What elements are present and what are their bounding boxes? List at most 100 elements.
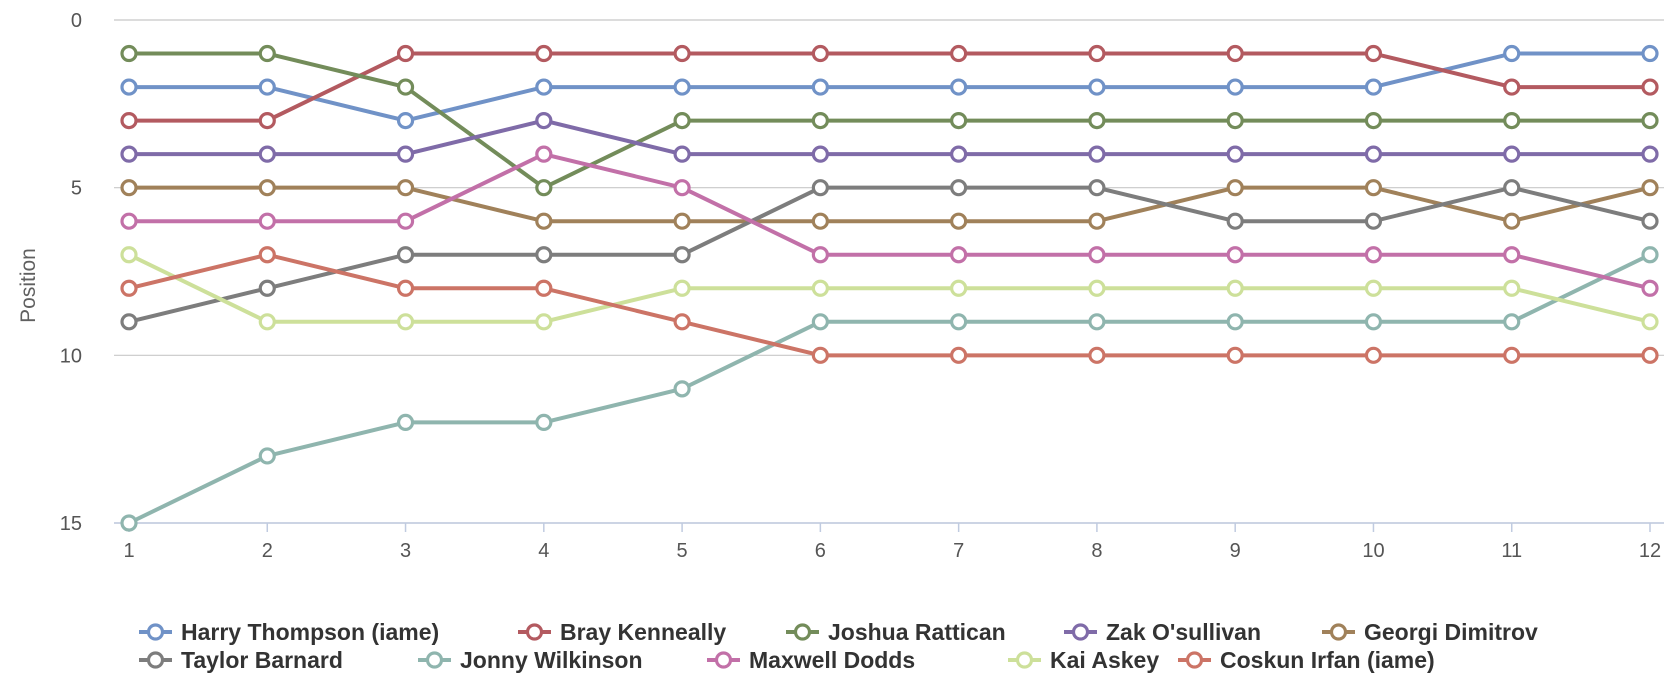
data-point[interactable] bbox=[811, 44, 829, 63]
data-point[interactable] bbox=[258, 111, 276, 130]
data-point[interactable] bbox=[535, 111, 553, 130]
data-point[interactable] bbox=[950, 145, 968, 163]
data-point[interactable] bbox=[1226, 212, 1244, 230]
data-point[interactable] bbox=[1226, 313, 1244, 331]
data-point[interactable] bbox=[1641, 179, 1659, 197]
data-point[interactable] bbox=[1641, 111, 1659, 130]
data-point[interactable] bbox=[535, 44, 553, 63]
data-point[interactable] bbox=[1364, 179, 1383, 197]
data-point[interactable] bbox=[1503, 346, 1521, 364]
data-point[interactable] bbox=[1088, 78, 1106, 96]
data-point[interactable] bbox=[1503, 44, 1521, 63]
data-point[interactable] bbox=[673, 246, 691, 264]
data-point[interactable] bbox=[535, 212, 553, 230]
data-point[interactable] bbox=[950, 111, 968, 130]
data-point[interactable] bbox=[1364, 212, 1383, 230]
data-point[interactable] bbox=[673, 78, 691, 96]
data-point[interactable] bbox=[1503, 313, 1521, 331]
data-point[interactable] bbox=[1088, 179, 1106, 197]
data-point[interactable] bbox=[1641, 78, 1659, 96]
legend-item[interactable]: Harry Thompson (iame) bbox=[139, 619, 439, 645]
legend-item[interactable]: Bray Kenneally bbox=[518, 619, 726, 645]
data-point[interactable] bbox=[120, 313, 138, 331]
data-point[interactable] bbox=[1088, 44, 1106, 63]
data-point[interactable] bbox=[673, 212, 691, 230]
data-point[interactable] bbox=[1088, 111, 1106, 130]
legend-item[interactable]: Taylor Barnard bbox=[139, 647, 343, 673]
data-point[interactable] bbox=[1364, 313, 1383, 331]
data-point[interactable] bbox=[1503, 78, 1521, 96]
data-point[interactable] bbox=[535, 145, 553, 163]
data-point[interactable] bbox=[1503, 279, 1521, 297]
data-point[interactable] bbox=[1503, 212, 1521, 230]
data-point[interactable] bbox=[950, 212, 968, 230]
data-point[interactable] bbox=[673, 44, 691, 63]
data-point[interactable] bbox=[1364, 145, 1383, 163]
data-point[interactable] bbox=[1088, 346, 1106, 364]
data-point[interactable] bbox=[396, 111, 415, 130]
data-point[interactable] bbox=[950, 279, 968, 297]
data-point[interactable] bbox=[811, 179, 829, 197]
data-point[interactable] bbox=[1088, 145, 1106, 163]
data-point[interactable] bbox=[1226, 111, 1244, 130]
data-point[interactable] bbox=[1364, 44, 1383, 63]
data-point[interactable] bbox=[1226, 346, 1244, 364]
data-point[interactable] bbox=[535, 179, 553, 197]
data-point[interactable] bbox=[673, 145, 691, 163]
data-point[interactable] bbox=[396, 78, 415, 96]
data-point[interactable] bbox=[950, 78, 968, 96]
data-point[interactable] bbox=[396, 413, 415, 431]
data-point[interactable] bbox=[1641, 44, 1659, 63]
data-point[interactable] bbox=[120, 78, 138, 96]
data-point[interactable] bbox=[535, 313, 553, 331]
legend-item[interactable]: Kai Askey bbox=[1008, 647, 1159, 673]
data-point[interactable] bbox=[120, 111, 138, 130]
data-point[interactable] bbox=[535, 246, 553, 264]
data-point[interactable] bbox=[120, 179, 138, 197]
data-point[interactable] bbox=[258, 279, 276, 297]
data-point[interactable] bbox=[1226, 78, 1244, 96]
data-point[interactable] bbox=[1364, 78, 1383, 96]
data-point[interactable] bbox=[120, 514, 138, 532]
data-point[interactable] bbox=[811, 346, 829, 364]
data-point[interactable] bbox=[1641, 279, 1659, 297]
data-point[interactable] bbox=[1088, 246, 1106, 264]
data-point[interactable] bbox=[120, 279, 138, 297]
data-point[interactable] bbox=[396, 313, 415, 331]
data-point[interactable] bbox=[396, 44, 415, 63]
data-point[interactable] bbox=[258, 212, 276, 230]
data-point[interactable] bbox=[258, 313, 276, 331]
data-point[interactable] bbox=[1503, 179, 1521, 197]
data-point[interactable] bbox=[811, 145, 829, 163]
legend-item[interactable]: Zak O'sullivan bbox=[1064, 619, 1261, 645]
data-point[interactable] bbox=[1503, 246, 1521, 264]
data-point[interactable] bbox=[811, 246, 829, 264]
data-point[interactable] bbox=[535, 413, 553, 431]
data-point[interactable] bbox=[535, 279, 553, 297]
data-point[interactable] bbox=[673, 179, 691, 197]
data-point[interactable] bbox=[258, 44, 276, 63]
data-point[interactable] bbox=[258, 246, 276, 264]
data-point[interactable] bbox=[120, 44, 138, 63]
data-point[interactable] bbox=[811, 78, 829, 96]
legend-item[interactable]: Georgi Dimitrov bbox=[1322, 619, 1538, 645]
data-point[interactable] bbox=[673, 313, 691, 331]
data-point[interactable] bbox=[673, 380, 691, 398]
data-point[interactable] bbox=[396, 212, 415, 230]
data-point[interactable] bbox=[396, 145, 415, 163]
data-point[interactable] bbox=[950, 346, 968, 364]
data-point[interactable] bbox=[258, 78, 276, 96]
data-point[interactable] bbox=[673, 111, 691, 130]
data-point[interactable] bbox=[811, 279, 829, 297]
data-point[interactable] bbox=[1226, 145, 1244, 163]
data-point[interactable] bbox=[1088, 279, 1106, 297]
data-point[interactable] bbox=[1641, 246, 1659, 264]
data-point[interactable] bbox=[535, 78, 553, 96]
data-point[interactable] bbox=[811, 212, 829, 230]
data-point[interactable] bbox=[950, 246, 968, 264]
data-point[interactable] bbox=[1503, 145, 1521, 163]
data-point[interactable] bbox=[1364, 111, 1383, 130]
data-point[interactable] bbox=[1641, 346, 1659, 364]
data-point[interactable] bbox=[258, 447, 276, 465]
data-point[interactable] bbox=[120, 145, 138, 163]
